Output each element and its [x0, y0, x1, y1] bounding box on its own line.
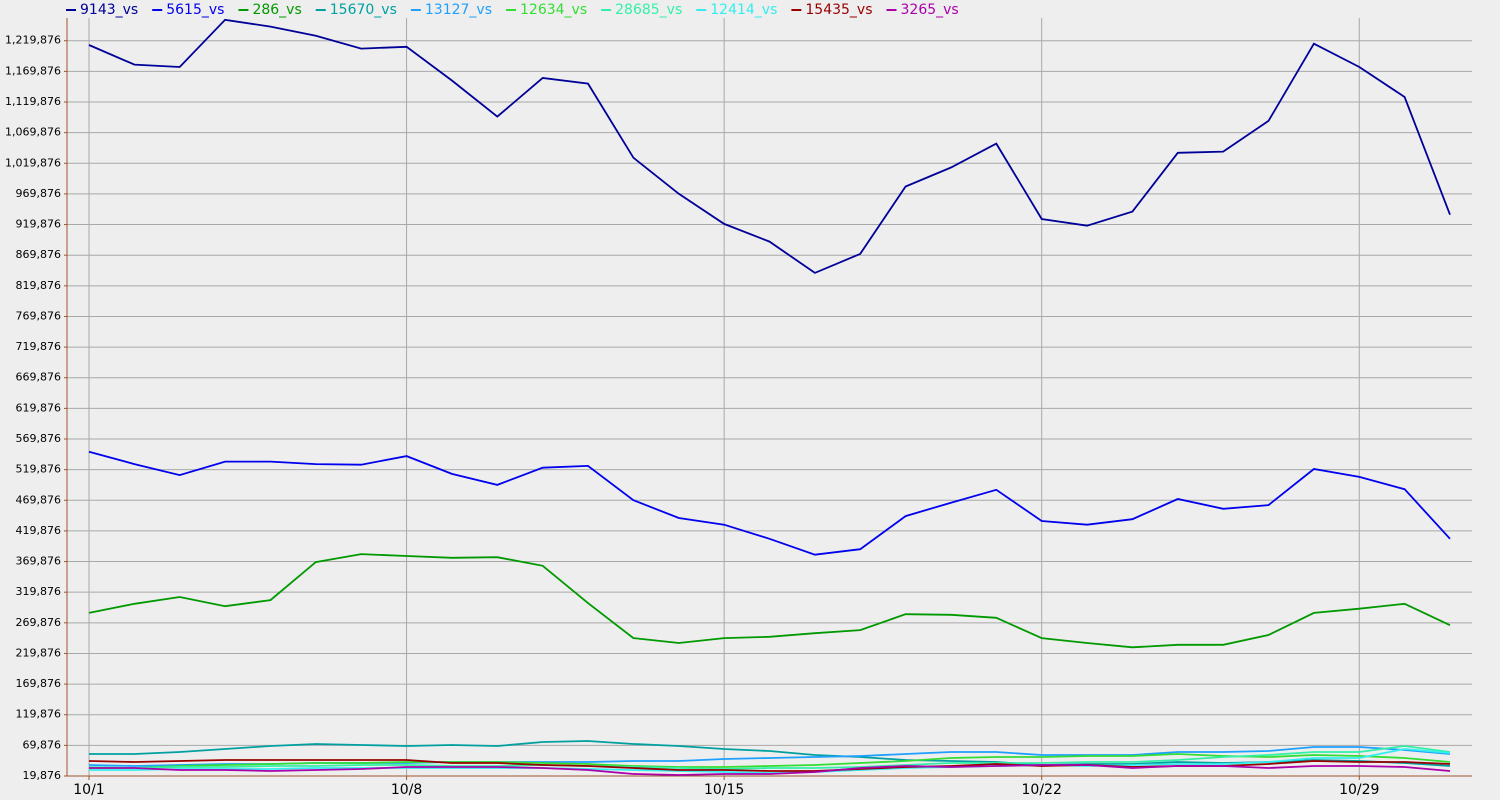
series-line [88, 450, 1451, 556]
x-tick-label: 10/1 [73, 782, 104, 798]
legend-label: 9143_vs [80, 2, 138, 18]
legend-label: 28685_vs [615, 2, 682, 18]
x-tick-label: 10/29 [1339, 782, 1379, 798]
y-tick-label: 19,876 [23, 769, 62, 782]
legend-label: 3265_vs [901, 2, 959, 18]
y-tick-label: 669,876 [16, 371, 62, 384]
x-tick-label: 10/22 [1022, 782, 1062, 798]
y-tick-label: 1,119,876 [5, 95, 61, 108]
series-line [89, 740, 1451, 767]
y-tick-label: 69,876 [23, 738, 62, 751]
y-tick-label: 269,876 [16, 616, 62, 629]
y-tick-label: 769,876 [16, 309, 62, 322]
y-tick-label: 119,876 [16, 708, 62, 721]
y-tick-label: 1,169,876 [5, 64, 61, 77]
y-tick-label: 1,069,876 [5, 126, 61, 139]
series-line [88, 553, 1451, 649]
legend-label: 12634_vs [520, 2, 587, 18]
series-line [88, 18, 1451, 274]
y-tick-label: 319,876 [16, 585, 62, 598]
series-line [89, 753, 1451, 769]
y-tick-label: 219,876 [16, 646, 62, 659]
legend: 9143_vs 5615_vs 286_vs 15670_vs 13127_vs 1263… [66, 2, 959, 18]
x-tick-label: 10/8 [391, 782, 422, 798]
x-tick-label: 10/15 [704, 782, 744, 798]
y-tick-label: 469,876 [16, 493, 62, 506]
series-line [88, 745, 1451, 770]
legend-label: 12414_vs [710, 2, 777, 18]
y-tick-label: 969,876 [16, 187, 62, 200]
series-line [89, 764, 1451, 776]
legend-label: 5615_vs [166, 2, 224, 18]
legend-label: 15435_vs [805, 2, 872, 18]
y-tick-label: 619,876 [16, 401, 62, 414]
y-tick-label: 819,876 [16, 279, 62, 292]
y-tick-label: 369,876 [16, 555, 62, 568]
y-tick-label: 1,019,876 [5, 156, 61, 169]
y-tick-label: 169,876 [16, 677, 62, 690]
y-tick-label: 1,219,876 [5, 34, 61, 47]
y-tick-label: 919,876 [16, 218, 62, 231]
y-tick-label: 869,876 [16, 248, 62, 261]
legend-label: 286_vs [252, 2, 301, 18]
y-tick-label: 569,876 [16, 432, 62, 445]
y-tick-label: 719,876 [16, 340, 62, 353]
legend-label: 13127_vs [425, 2, 492, 18]
series-line [89, 748, 1451, 774]
legend-label: 15670_vs [330, 2, 397, 18]
y-tick-label: 419,876 [16, 524, 62, 537]
y-tick-label: 519,876 [16, 463, 62, 476]
